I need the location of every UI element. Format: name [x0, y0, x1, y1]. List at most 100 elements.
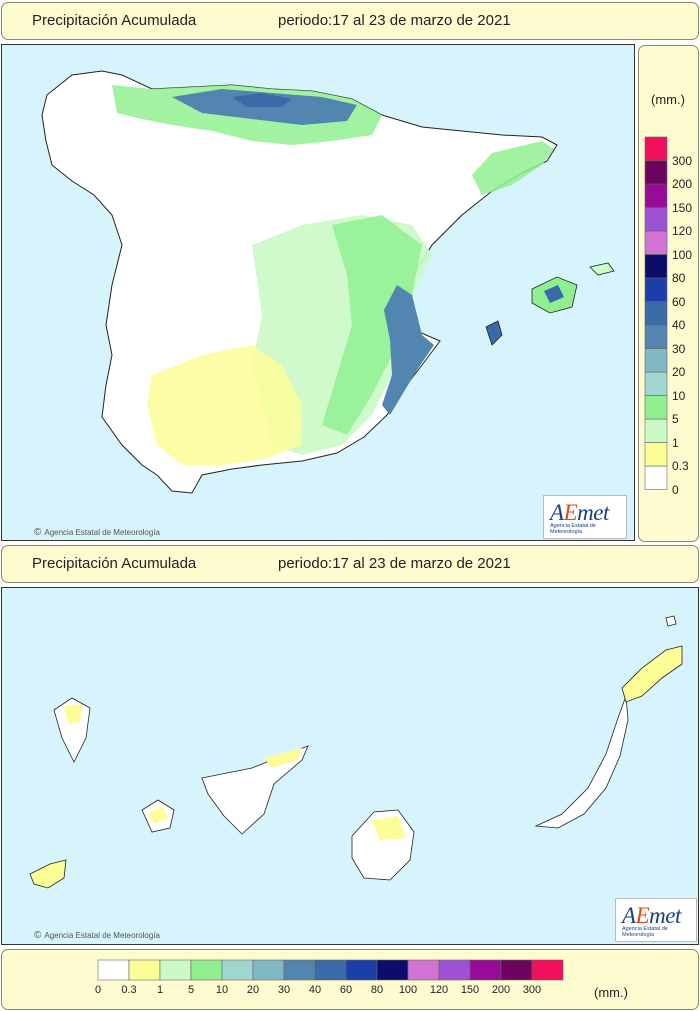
fuerteventura — [534, 695, 629, 829]
legend-swatch-h-3 — [190, 959, 223, 981]
legend-swatch-v-3 — [644, 395, 668, 420]
el-hierro — [29, 859, 67, 889]
legend-label-h-14: 300 — [522, 984, 542, 996]
legend-swatch-h-6 — [283, 959, 316, 981]
legend-label-h-4: 10 — [215, 984, 229, 996]
legend-swatch-v-9 — [644, 254, 668, 279]
map-title-canarias: Precipitación Acumulada — [32, 555, 197, 572]
legend-swatch-h-4 — [221, 959, 254, 981]
legend-label-v-14: 300 — [672, 153, 693, 168]
legend-label-h-9: 80 — [370, 984, 384, 996]
graciosa — [665, 615, 677, 627]
precip-south-yellow — [147, 345, 302, 465]
legend-label-h-8: 60 — [339, 984, 353, 996]
legend-swatch-v-11 — [644, 207, 668, 232]
legend-label-h-13: 200 — [491, 984, 511, 996]
legend-units-bottom: (mm.) — [594, 985, 628, 1000]
legend-label-h-3: 5 — [187, 984, 195, 996]
precip-valencia — [382, 285, 434, 415]
legend-swatch-h-2 — [159, 959, 192, 981]
legend-label-v-3: 5 — [672, 412, 679, 426]
canarias-map: © Agencia Estatal de Meteorología AEmet … — [1, 587, 699, 945]
legend-swatch-h-8 — [345, 959, 378, 981]
aemet-logo-peninsula: AEmet Agencia Estatal de Meteorología — [543, 495, 627, 539]
legend-horizontal: 0 0.3 1 5 10 20 30 40 60 80 100 120 150 200 300 (mm.) — [1, 949, 699, 1010]
legend-swatch-h-1 — [128, 959, 161, 981]
legend-label-v-7: 40 — [672, 318, 686, 332]
legend-label-h-0: 0 — [94, 984, 102, 996]
legend-swatch-h-10 — [407, 959, 440, 981]
legend-vertical: (mm.) 0 0.3 1 5 10 20 30 40 60 80 100 120 150 200 300 — [638, 45, 699, 542]
legend-swatch-h-14 — [531, 959, 564, 981]
legend-label-v-0: 0 — [672, 482, 679, 497]
canarias-map-canvas — [29, 615, 683, 889]
precip-levante-green — [322, 215, 422, 435]
legend-swatch-v-14 — [644, 136, 668, 161]
legend-label-h-12: 150 — [460, 984, 480, 996]
legend-swatch-v-5 — [644, 348, 668, 373]
legend-swatch-v-2 — [644, 418, 668, 443]
legend-units-right: (mm.) — [651, 92, 685, 107]
legend-swatch-v-4 — [644, 371, 668, 396]
credit-canarias: © Agencia Estatal de Meteorología — [34, 930, 160, 941]
credit-peninsula: © Agencia Estatal de Meteorología — [34, 527, 160, 538]
legend-label-v-10: 100 — [672, 247, 693, 262]
aemet-logo-canarias: AEmet Agencia Estatal de Meteorología — [615, 898, 697, 942]
tenerife-yellow — [264, 748, 302, 768]
credit-peninsula-text: Agencia Estatal de Meteorología — [44, 528, 161, 537]
legend-label-h-5: 20 — [246, 984, 260, 996]
legend-swatch-v-12 — [644, 183, 668, 208]
la-palma — [53, 697, 91, 763]
legend-swatch-v-1 — [644, 442, 668, 467]
legend-label-v-5: 20 — [672, 365, 686, 379]
legend-label-h-10: 100 — [398, 984, 418, 996]
legend-swatch-h-9 — [376, 959, 409, 981]
legend-swatch-h-13 — [500, 959, 533, 981]
legend-label-v-2: 1 — [672, 435, 679, 450]
legend-label-h-7: 40 — [308, 984, 322, 996]
legend-label-v-6: 30 — [672, 341, 686, 356]
legend-swatch-h-12 — [469, 959, 502, 981]
legend-label-h-6: 30 — [277, 984, 291, 996]
legend-swatch-v-8 — [644, 277, 668, 302]
legend-horizontal-swatches — [97, 959, 564, 981]
title-bar-canarias: Precipitación Acumulada periodo:17 al 23… — [1, 545, 699, 583]
ibiza — [485, 320, 503, 346]
legend-swatch-v-13 — [644, 160, 668, 185]
legend-label-v-12: 150 — [672, 200, 693, 215]
legend-vertical-swatches — [644, 136, 668, 490]
copyright-icon-canarias: © — [34, 930, 42, 941]
legend-swatch-v-10 — [644, 230, 668, 255]
legend-swatch-v-0 — [644, 465, 668, 490]
legend-swatch-v-7 — [644, 301, 668, 326]
legend-swatch-h-5 — [252, 959, 285, 981]
legend-swatch-h-11 — [438, 959, 471, 981]
la-gomera-yellow — [148, 806, 168, 824]
menorca — [589, 262, 615, 276]
legend-label-v-11: 120 — [672, 224, 693, 238]
legend-label-v-1: 0.3 — [672, 459, 689, 473]
legend-label-v-8: 60 — [672, 294, 686, 309]
gran-canaria-yellow — [372, 816, 406, 840]
legend-label-v-13: 200 — [672, 177, 693, 191]
peninsula-map: © Agencia Estatal de Meteorología AEmet … — [1, 44, 635, 541]
precip-north-max — [232, 93, 292, 107]
legend-swatch-h-7 — [314, 959, 347, 981]
mallorca-core — [544, 285, 564, 303]
precip-catalonia — [472, 141, 554, 195]
map-title: Precipitación Acumulada — [32, 12, 197, 29]
credit-canarias-text: Agencia Estatal de Meteorología — [44, 931, 161, 940]
legend-label-h-2: 1 — [156, 984, 164, 996]
map-period: periodo:17 al 23 de marzo de 2021 — [278, 12, 511, 29]
legend-label-v-9: 80 — [672, 271, 686, 285]
legend-label-v-4: 10 — [672, 388, 686, 403]
map-period-canarias: periodo:17 al 23 de marzo de 2021 — [278, 555, 511, 572]
title-bar-peninsula: Precipitación Acumulada periodo:17 al 23… — [1, 2, 699, 40]
copyright-icon: © — [34, 527, 42, 538]
legend-swatch-v-6 — [644, 324, 668, 349]
lanzarote — [621, 645, 683, 703]
peninsula-map-canvas — [41, 70, 615, 494]
legend-label-h-11: 120 — [429, 984, 449, 996]
la-palma-yellow — [64, 704, 82, 724]
legend-swatch-h-0 — [97, 959, 130, 981]
